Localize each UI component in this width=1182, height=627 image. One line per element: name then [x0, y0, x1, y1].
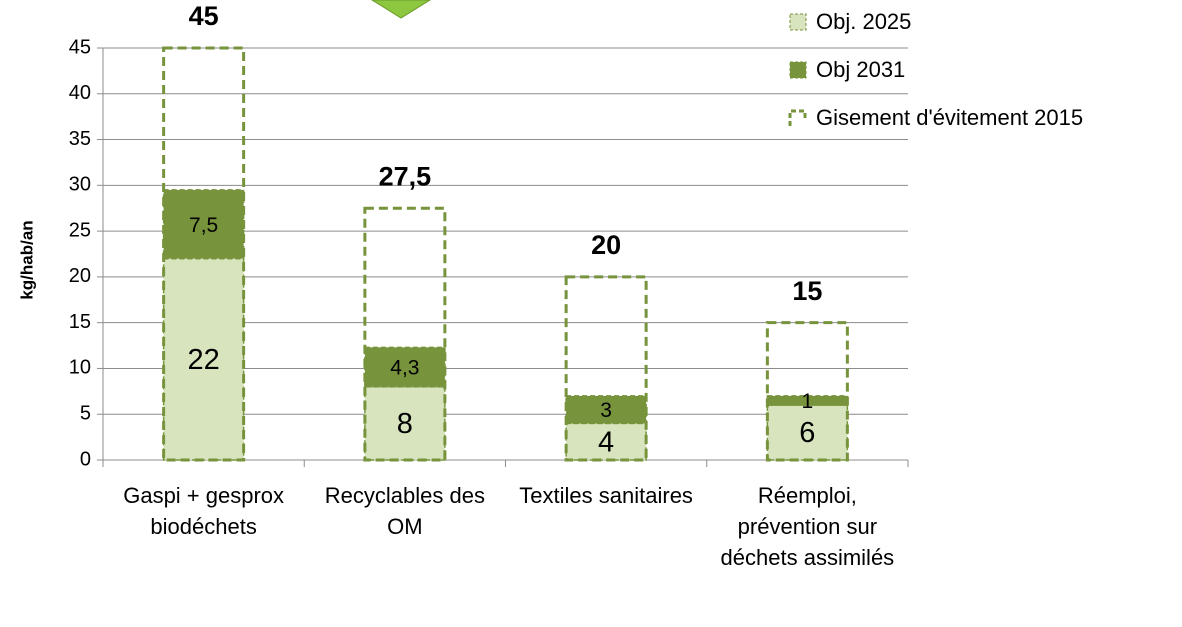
x-tick-label: Gaspi + gesprox biodéchets [123, 483, 285, 539]
x-tick-label: Textiles sanitaires [519, 483, 693, 508]
y-tick-label: 40 [69, 82, 91, 104]
data-label: 27,5 [379, 161, 432, 191]
legend-label: Obj. 2025 [816, 9, 911, 34]
y-tick-label: 0 [80, 448, 91, 470]
data-label: 1 [802, 390, 814, 413]
data-label: 8 [397, 408, 413, 440]
x-tick-label: Recyclables des OM [324, 483, 485, 539]
legend-label: Obj 2031 [816, 57, 905, 82]
legend-swatch [789, 61, 807, 79]
bar-segment [162, 189, 245, 260]
data-label: 6 [799, 417, 815, 449]
legend-swatch [788, 109, 807, 126]
bar-segment [565, 422, 647, 461]
bar-outline [162, 46, 246, 462]
y-tick-label: 25 [69, 219, 91, 241]
y-tick-label: 30 [69, 174, 91, 196]
bar-segment [364, 386, 446, 461]
data-label: 7,5 [189, 214, 218, 237]
data-label: 3 [600, 399, 612, 422]
y-tick-label: 10 [69, 357, 91, 379]
bar-outline [363, 206, 447, 462]
y-tick-label: 15 [69, 311, 91, 333]
bar-segment [565, 395, 647, 425]
bar-outline [564, 275, 648, 462]
data-label: 4 [598, 426, 614, 458]
y-axis-label: kg/hab/an [17, 220, 36, 299]
legend-swatch [789, 13, 807, 31]
y-tick-label: 45 [69, 36, 91, 58]
y-tick-label: 20 [69, 265, 91, 287]
legend-label: Gisement d'évitement 2015 [816, 105, 1083, 130]
data-label: 45 [189, 1, 219, 31]
x-tick-label-box: Réemploi, prévention sur déchets assimil… [720, 483, 895, 570]
bar-outline [765, 321, 849, 462]
x-tick-label: Réemploi, prévention sur déchets assimil… [720, 483, 895, 570]
data-label: 4,3 [390, 357, 419, 380]
decor-icon [371, 0, 431, 19]
x-tick-label-box: Gaspi + gesprox biodéchets [123, 483, 285, 539]
x-tick-label-box: Recyclables des OM [324, 483, 485, 539]
y-tick-label: 35 [69, 128, 91, 150]
x-tick-label-box: Textiles sanitaires [519, 483, 693, 508]
data-label: 22 [187, 344, 219, 376]
y-tick-label: 5 [80, 403, 91, 425]
data-label: 15 [792, 276, 822, 306]
data-label: 20 [591, 230, 621, 260]
